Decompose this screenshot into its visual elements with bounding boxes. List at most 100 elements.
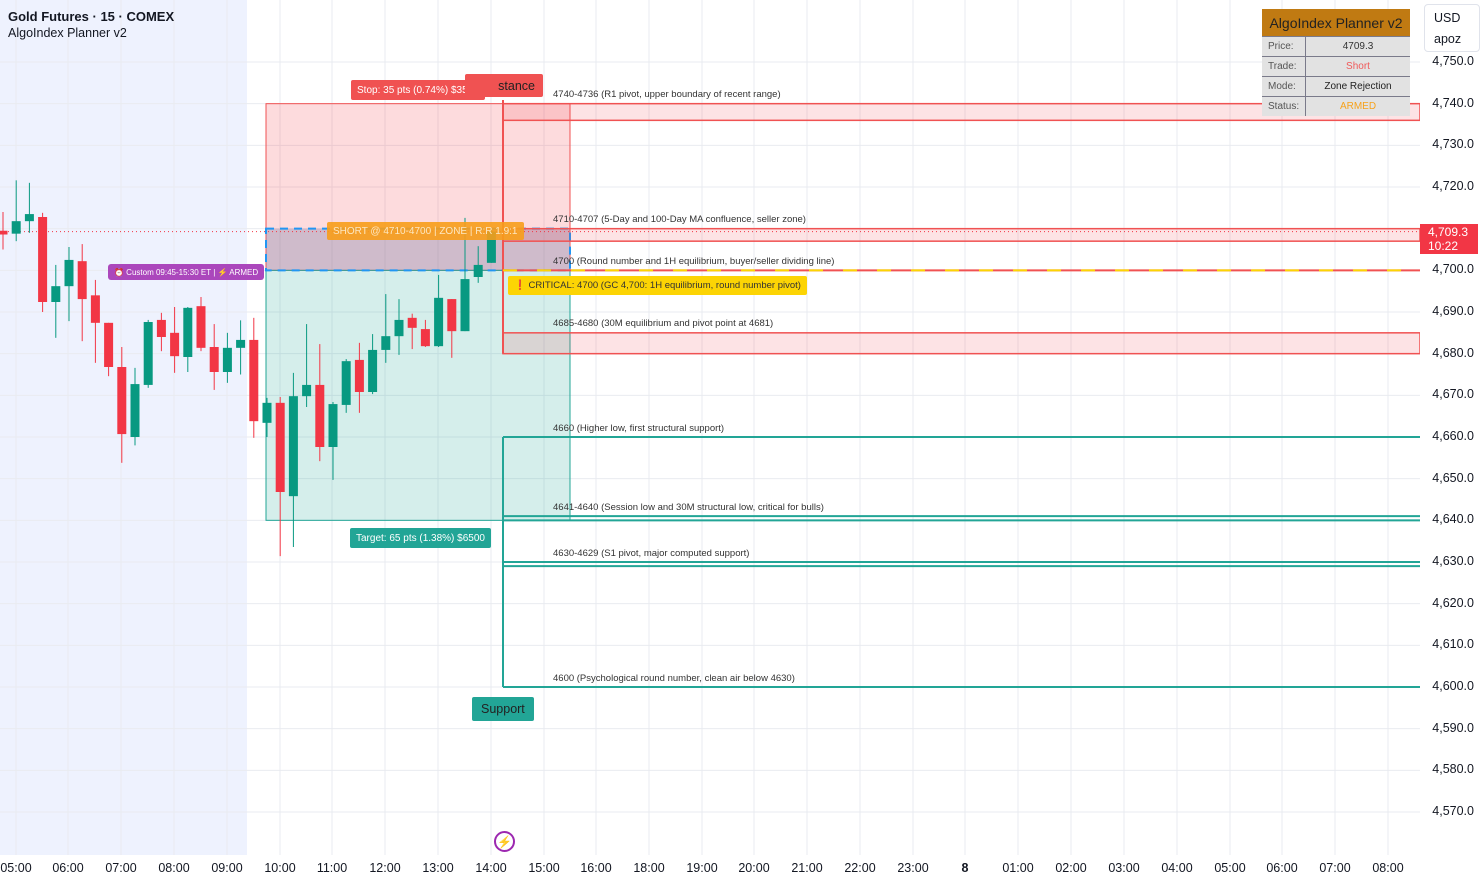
panel-row: Trade: Short <box>1262 56 1410 76</box>
candle-body <box>170 332 180 357</box>
price-tick: 4,640.0 <box>1432 512 1474 527</box>
resistance-zone <box>502 332 1420 355</box>
time-tick: 07:00 <box>1319 861 1351 875</box>
level-label: 4660 (Higher low, first structural suppo… <box>553 422 725 434</box>
time-tick: 07:00 <box>105 861 137 875</box>
price-tick: 4,680.0 <box>1432 345 1474 360</box>
candle-body <box>486 231 496 263</box>
time-tick: 03:00 <box>1108 861 1140 875</box>
panel-row: Mode: Zone Rejection <box>1262 76 1410 96</box>
candle-body <box>11 221 21 234</box>
panel-row: Price: 4709.3 <box>1262 36 1410 56</box>
time-tick: 15:00 <box>528 861 560 875</box>
price-tick: 4,750.0 <box>1432 54 1474 68</box>
price-tick: 4,610.0 <box>1432 637 1474 652</box>
currency-menu[interactable]: USD apoz <box>1424 4 1480 52</box>
candle-body <box>473 264 483 277</box>
time-tick: 08:00 <box>158 861 190 875</box>
candle-body <box>196 306 206 348</box>
candle-body <box>0 230 8 235</box>
level-label: 4700 (Round number and 1H equilibrium, b… <box>553 255 835 267</box>
panel-value: 4709.3 <box>1342 41 1374 52</box>
session-label: ⏰ Custom 09:45-15:30 ET | ⚡ ARMED <box>108 264 265 280</box>
stop-zone <box>265 103 571 271</box>
price-tick: 4,740.0 <box>1432 95 1474 110</box>
candle-body <box>236 339 246 348</box>
candle-body <box>262 402 272 423</box>
time-tick: 05:00 <box>1214 861 1246 875</box>
candle-body <box>354 359 364 392</box>
candle-body <box>222 347 232 372</box>
level-label: 4630-4629 (S1 pivot, major computed supp… <box>553 547 750 559</box>
time-tick: 16:00 <box>580 861 612 875</box>
target-zone <box>265 269 571 521</box>
time-tick: 02:00 <box>1055 861 1087 875</box>
time-tick: 10:00 <box>264 861 296 875</box>
candle-body <box>315 384 325 447</box>
bar-countdown: 10:22 <box>1428 239 1459 253</box>
price-tick: 4,580.0 <box>1432 762 1474 777</box>
price-tick: 4,650.0 <box>1432 470 1474 485</box>
time-tick: 12:00 <box>369 861 401 875</box>
candle-body <box>209 347 219 372</box>
level-label: 4710-4707 (5-Day and 100-Day MA confluen… <box>553 214 806 226</box>
candle-body <box>117 367 127 435</box>
price-tick: 4,670.0 <box>1432 387 1474 402</box>
time-tick: 05:00 <box>0 861 32 875</box>
price-tick: 4,570.0 <box>1432 804 1474 818</box>
last-price: 4,709.3 <box>1428 225 1469 239</box>
candle-body <box>381 336 391 350</box>
time-tick: 23:00 <box>897 861 929 875</box>
chart-canvas[interactable] <box>0 0 1420 882</box>
price-tick: 4,590.0 <box>1432 720 1474 735</box>
level-label: 4740-4736 (R1 pivot, upper boundary of r… <box>553 89 781 101</box>
panel-row: Status: ARMED <box>1262 96 1410 116</box>
stop-label: Stop: 35 pts (0.74%) $3500 <box>351 80 485 100</box>
panel-key: Trade: <box>1262 57 1306 76</box>
time-tick: 04:00 <box>1161 861 1193 875</box>
price-tick: 4,690.0 <box>1432 304 1474 318</box>
time-tick: 01:00 <box>1002 861 1034 875</box>
resistance-label: stance <box>465 74 543 97</box>
time-tick: 19:00 <box>686 861 718 875</box>
candle-body <box>90 295 100 323</box>
level-label: 4685-4680 (30M equilibrium and pivot poi… <box>553 318 774 330</box>
panel-key: Mode: <box>1262 77 1306 96</box>
panel-value: ARMED <box>1339 101 1377 112</box>
user-label[interactable]: apoz <box>1434 32 1462 46</box>
time-tick: 8 <box>961 861 969 875</box>
candle-body <box>420 329 430 347</box>
candle-body <box>328 404 338 447</box>
resistance-zone <box>502 227 1420 242</box>
price-tick: 4,600.0 <box>1432 679 1474 693</box>
level-label: 4641-4640 (Session low and 30M structura… <box>553 501 824 513</box>
candle-body <box>24 214 34 222</box>
price-tick: 4,660.0 <box>1432 429 1474 443</box>
critical-label: ❗ CRITICAL: 4700 (GC 4,700: 1H equilibri… <box>508 276 807 295</box>
time-tick: 06:00 <box>52 861 84 875</box>
panel-value: Short <box>1346 61 1370 72</box>
candle-body <box>407 317 417 328</box>
candle-body <box>302 384 312 397</box>
panel-key: Price: <box>1262 37 1306 56</box>
time-tick: 11:00 <box>316 861 348 875</box>
entry-label: SHORT @ 4710-4700 | ZONE | R:R 1.9:1 <box>327 222 524 240</box>
lightning-icon[interactable]: ⚡ <box>494 831 515 852</box>
time-tick: 20:00 <box>738 861 770 875</box>
time-tick: 22:00 <box>844 861 876 875</box>
candle-body <box>156 319 166 337</box>
candle-body <box>51 286 61 302</box>
candle-body <box>447 299 457 332</box>
price-tick: 4,730.0 <box>1432 137 1474 152</box>
time-tick: 13:00 <box>422 861 454 875</box>
candle-body <box>38 217 48 302</box>
price-tick: 4,720.0 <box>1432 179 1474 193</box>
candle-body <box>64 259 74 287</box>
price-tick: 4,700.0 <box>1432 262 1474 277</box>
level-label: 4600 (Psychological round number, clean … <box>553 672 795 684</box>
candle-body <box>275 402 285 492</box>
last-price-tag: 4,709.3 10:22 <box>1420 224 1478 254</box>
panel-value: Zone Rejection <box>1324 81 1392 92</box>
currency-label[interactable]: USD <box>1434 11 1461 25</box>
time-tick: 06:00 <box>1266 861 1298 875</box>
